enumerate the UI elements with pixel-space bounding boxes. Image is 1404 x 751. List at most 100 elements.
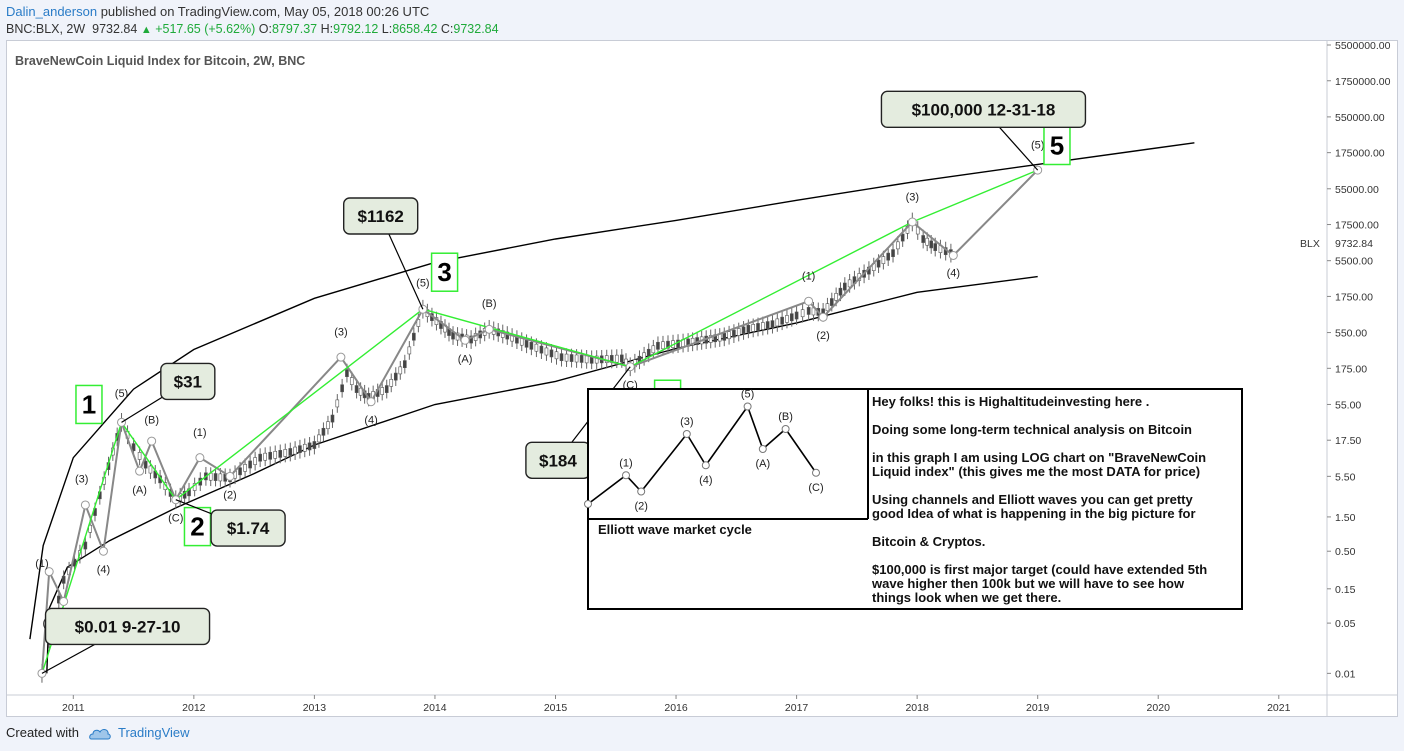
price-candle <box>554 351 559 360</box>
price-chart[interactable]: 5500000.001750000.00550000.00175000.0055… <box>7 41 1397 716</box>
wave-label: (5) <box>416 278 429 290</box>
inset-wave-label: (C) <box>808 482 823 494</box>
wave-point <box>484 324 494 334</box>
notes-box <box>587 388 1243 610</box>
price-candle <box>529 341 534 350</box>
price-candle <box>806 307 811 315</box>
price-candle <box>925 237 929 246</box>
price-candle <box>584 355 589 364</box>
wave-point <box>804 296 814 306</box>
price-change: +517.65 (+5.62%) <box>155 22 256 36</box>
elliott-wave-path <box>41 169 1039 674</box>
price-candle <box>896 241 900 250</box>
price-candle <box>416 319 421 327</box>
price-candle <box>661 341 665 350</box>
price-candle <box>398 366 403 375</box>
x-tick-label: 2012 <box>182 702 206 714</box>
price-candle <box>354 385 359 393</box>
wave-label: (4) <box>947 268 960 280</box>
y-tick-label: 55000.00 <box>1335 184 1379 196</box>
price-candle <box>534 343 539 352</box>
callout-text: $0.01 9-27-10 <box>75 617 181 636</box>
price-candle <box>148 465 153 474</box>
price-candle <box>288 448 293 456</box>
price-candle <box>881 256 886 264</box>
price-candle <box>88 524 92 533</box>
note-line: Bitcoin & Cryptos. <box>872 534 985 549</box>
price-candle <box>317 434 321 443</box>
price-candle <box>403 360 407 368</box>
price-candle <box>614 354 619 363</box>
y-tick-label: 1750000.00 <box>1335 76 1391 88</box>
price-candle <box>335 399 340 408</box>
price-candle <box>800 309 805 318</box>
last-price: 9732.84 <box>92 22 138 36</box>
price-candle <box>900 233 905 242</box>
note-line: wave higher then 100k but we will have t… <box>871 576 1185 591</box>
price-candle <box>326 421 330 430</box>
note-line: Liquid index" (this gives me the most DA… <box>872 464 1200 479</box>
price-candle <box>756 323 760 331</box>
price-candle <box>393 372 398 381</box>
price-candle <box>131 443 136 452</box>
inset-wave-label: (1) <box>619 457 632 469</box>
x-tick-label: 2016 <box>664 702 688 714</box>
price-candle <box>594 355 599 364</box>
price-candle <box>847 279 852 288</box>
price-candle <box>61 575 66 584</box>
note-line: Hey folks! this is Highaltitudeinvesting… <box>872 394 1149 409</box>
y-tick-label: 55.00 <box>1335 399 1361 411</box>
price-candle <box>834 293 838 301</box>
price-candle <box>283 449 288 457</box>
price-candle <box>666 340 670 349</box>
chart-panel[interactable]: 5500000.00 1750000.00 550000.00 175000.00 55… <box>6 40 1398 717</box>
inset-wave-point <box>584 500 592 508</box>
y-tick-label: 0.50 <box>1335 546 1356 558</box>
wave-point <box>948 250 958 260</box>
inset-wave-point <box>743 402 752 411</box>
inset-wave-point <box>637 487 646 496</box>
wave-label: (B) <box>482 298 497 310</box>
price-candle <box>268 451 272 460</box>
price-candle <box>293 446 297 455</box>
price-candle <box>263 452 267 461</box>
price-candle <box>358 387 363 396</box>
wave-number-box <box>75 384 103 425</box>
price-candle <box>574 354 579 363</box>
x-tick-label: 2021 <box>1267 702 1291 714</box>
price-candle <box>307 442 312 451</box>
inset-wave-point <box>812 468 820 477</box>
price-candle <box>412 332 416 341</box>
price-candle <box>278 450 283 458</box>
price-candle <box>218 473 223 482</box>
price-candle <box>843 282 847 291</box>
inset-wave-point <box>701 461 710 470</box>
price-candle <box>569 354 574 362</box>
publisher-line: Dalin_anderson published on TradingView.… <box>6 4 429 19</box>
y-tick-label: 175000.00 <box>1335 148 1385 160</box>
price-candle <box>751 324 755 332</box>
price-candle <box>137 452 142 460</box>
price-candle <box>238 467 242 476</box>
y-tick-label: 1750.00 <box>1335 291 1373 303</box>
wave-point <box>59 596 69 606</box>
price-candle <box>564 353 569 362</box>
callout-text: $31 <box>174 372 202 391</box>
price-candle <box>312 441 317 449</box>
price-candle <box>929 240 934 249</box>
price-candle <box>656 341 660 350</box>
author-link[interactable]: Dalin_anderson <box>6 4 98 19</box>
open-value: 8797.37 <box>271 22 318 36</box>
high-label: H: <box>320 22 334 36</box>
wave-point <box>460 335 470 345</box>
price-candle <box>384 385 389 393</box>
tradingview-link[interactable]: TradingView <box>118 725 190 740</box>
price-candle <box>886 252 891 261</box>
price-candle <box>407 346 412 355</box>
price-candle <box>646 348 651 357</box>
y-tick-label: 17.50 <box>1335 435 1361 447</box>
price-candle <box>330 414 335 423</box>
wave-label: (2) <box>223 490 236 502</box>
callout-text: $1.74 <box>227 519 270 538</box>
wave-number: 2 <box>190 512 204 542</box>
